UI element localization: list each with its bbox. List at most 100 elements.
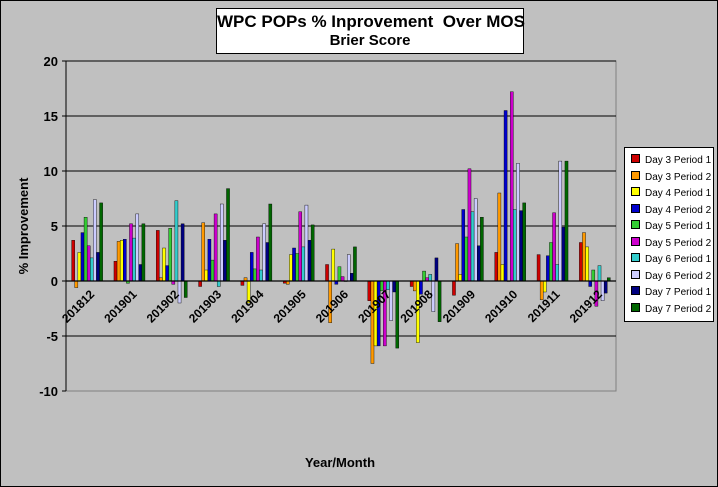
y-tick-label: -5 [46,329,58,344]
bar-201905-day-4-period-2 [292,247,296,282]
bar-201908-day-5-period-1 [422,270,426,282]
bar-201903-day-4-period-2 [207,238,212,282]
bar-201909-day-3-period-1 [452,280,456,296]
bar-201910-day-7-period-1 [519,210,523,282]
bar-201906-day-5-period-1 [337,266,342,282]
bar-201909-day-4-period-2 [461,209,466,282]
bar-201906-day-7-period-1 [350,273,354,282]
legend-item: Day 5 Period 2 [631,236,712,251]
chart-title: WPC POPs % Inprovement Over MOS [217,12,525,31]
legend-item: Day 6 Period 1 [631,253,711,267]
bar-201910-day-4-period-1 [500,264,505,282]
bar-201909-day-6-period-1 [470,211,475,282]
legend-item: Day 3 Period 2 [631,170,712,185]
legend-label: Day 3 Period 2 [645,171,712,183]
chart-legend: Day 3 Period 1 Day 3 Period 2 Day 4 Period… [624,147,714,322]
bar-201911-day-4-period-1 [543,280,547,293]
bar-201812-day-3-period-2 [74,280,79,288]
legend-label: Day 5 Period 1 [645,221,712,232]
bar-201912-day-5-period-1 [591,269,596,282]
bar-201910-day-6-period-2 [516,163,520,282]
bar-201903-day-4-period-1 [204,269,209,282]
legend-swatch [631,253,640,262]
bar-201911-day-4-period-2 [546,255,550,282]
bar-201903-day-5-period-2 [213,213,218,282]
bar-201903-day-6-period-2 [220,203,224,282]
legend-label: Day 7 Period 2 [645,303,712,315]
bar-201901-day-6-period-1 [132,237,136,282]
bar-201903-day-7-period-1 [223,240,227,282]
legend-swatch [631,220,640,229]
bar-201907-day-3-period-1 [367,280,372,301]
legend-item: Day 5 Period 1 [631,220,711,234]
legend-swatch [631,236,640,246]
bar-201902-day-6-period-1 [174,200,179,282]
bar-201912-day-3-period-1 [579,242,583,282]
bar-201901-day-3-period-1 [113,261,118,282]
y-tick-label: 15 [44,109,58,124]
legend-item: Day 6 Period 2 [631,269,711,284]
bar-201909-day-7-period-1 [477,245,481,282]
bar-201912-day-3-period-2 [582,232,586,282]
bar-201904-day-7-period-2 [268,203,273,282]
legend-label: Day 7 Period 1 [645,287,712,298]
bar-201902-day-7-period-1 [180,223,185,282]
bar-201812-day-5-period-1 [83,216,88,282]
bar-201901-day-5-period-2 [129,223,133,282]
bar-201906-day-3-period-1 [325,264,329,282]
bar-201905-day-7-period-2 [310,224,315,282]
bar-201906-day-6-period-2 [347,254,351,282]
legend-swatch [631,187,640,196]
bar-201904-day-6-period-2 [262,223,266,282]
bar-201812-day-6-period-2 [93,199,97,282]
bar-201906-day-5-period-2 [340,276,345,282]
bar-201911-day-7-period-2 [564,160,569,282]
legend-label: Day 4 Period 2 [645,204,712,216]
bar-201905-day-5-period-2 [298,211,302,282]
bar-201911-day-5-period-1 [549,242,553,282]
bar-201905-day-7-period-1 [307,240,312,282]
bar-201901-day-6-period-2 [135,213,139,282]
bar-201904-day-3-period-1 [240,280,245,286]
bar-201901-day-3-period-2 [116,241,121,282]
bar-201903-day-3-period-1 [198,280,202,287]
y-tick-label: 0 [51,274,58,289]
bar-201902-day-3-period-1 [156,230,160,282]
bar-201812-day-6-period-1 [90,257,94,282]
bar-201910-day-7-period-2 [522,202,526,282]
bar-201911-day-3-period-1 [536,254,541,282]
bar-201908-day-3-period-2 [413,280,417,292]
bar-201911-day-7-period-1 [561,226,566,282]
bar-201910-day-6-period-1 [513,209,517,282]
legend-swatch [631,170,640,180]
bar-201910-day-3-period-2 [497,192,502,282]
bar-201812-day-4-period-1 [77,252,82,282]
bar-201910-day-3-period-1 [494,252,499,282]
y-tick-label: 5 [51,219,58,234]
legend-item: Day 4 Period 2 [631,203,712,218]
bar-201812-day-7-period-2 [99,202,103,282]
bar-201903-day-6-period-1 [216,280,221,287]
y-axis-label: % Improvement [16,177,31,274]
legend-item: Day 3 Period 1 [631,154,711,168]
bar-201909-day-5-period-2 [467,168,472,282]
bar-201903-day-7-period-2 [226,188,230,282]
legend-item: Day 4 Period 1 [631,187,711,201]
x-axis-label: Year/Month [305,455,375,470]
bar-201904-day-5-period-2 [256,236,260,282]
bar-201901-day-4-period-2 [123,238,127,282]
bar-201904-day-6-period-1 [259,269,263,282]
legend-item: Day 7 Period 2 [631,302,712,317]
legend-swatch [631,154,640,163]
bar-201910-day-5-period-2 [510,91,514,282]
legend-label: Day 4 Period 1 [645,188,712,199]
bar-201902-day-7-period-2 [183,280,188,298]
y-tick-label: -10 [39,384,58,399]
bar-201909-day-5-period-1 [464,236,469,282]
bar-201908-day-6-period-1 [428,274,433,282]
legend-label: Day 5 Period 2 [645,237,712,249]
bar-201905-day-4-period-1 [289,254,293,282]
bar-201912-day-6-period-1 [597,265,602,282]
bar-201903-day-3-period-2 [201,222,205,282]
